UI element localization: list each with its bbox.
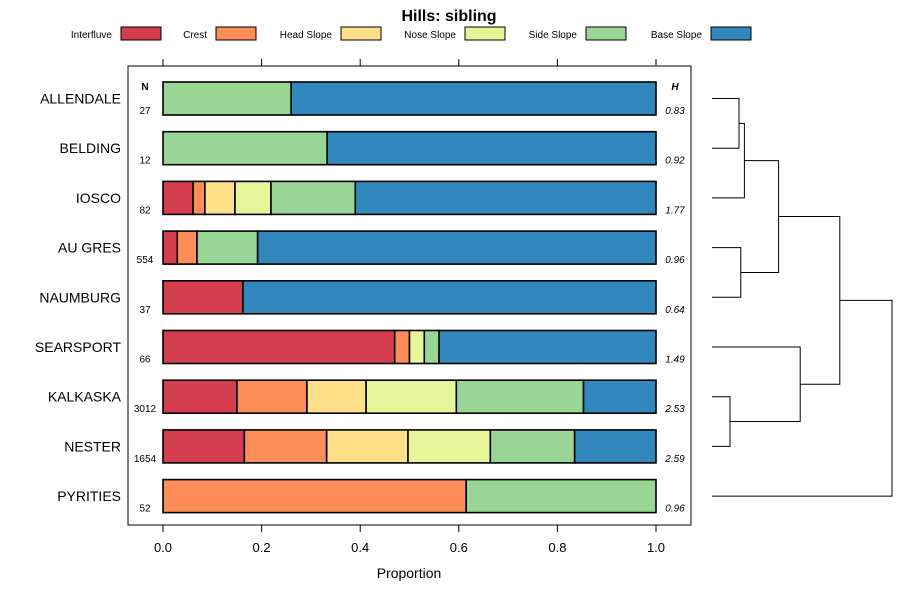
legend-swatch-side-slope xyxy=(585,26,627,41)
legend-label-base-slope: Base Slope xyxy=(651,30,703,41)
count-column-header: N xyxy=(141,82,148,93)
bar-segment-nester-crest xyxy=(243,429,328,464)
row-count-iosco: 82 xyxy=(139,205,151,216)
bar-segment-iosco-side-slope xyxy=(270,180,357,216)
dendrogram xyxy=(712,98,893,497)
bar-segment-au-gres-side-slope xyxy=(196,230,259,265)
row-label-kalkaska: KALKASKA xyxy=(48,389,122,405)
legend-label-interfluve: Interfluve xyxy=(71,30,113,41)
bar-segment-belding-side-slope xyxy=(162,130,328,166)
h-column-header: H xyxy=(671,82,679,93)
plot-frame xyxy=(127,65,692,526)
bar-segment-kalkaska-base-slope xyxy=(582,379,657,415)
bar-segment-iosco-interfluve xyxy=(162,180,194,216)
legend-label-nose-slope: Nose Slope xyxy=(404,30,456,41)
row-count-belding: 12 xyxy=(139,156,151,167)
bar-segment-searsport-crest xyxy=(393,329,411,365)
x-tick-label: 0.8 xyxy=(548,540,566,555)
bar-segment-iosco-head-slope xyxy=(204,180,236,216)
x-axis-label: Proportion xyxy=(377,565,442,581)
dendrogram-branch xyxy=(712,247,742,298)
bar-segment-nester-interfluve xyxy=(162,429,246,464)
row-h-iosco: 1.77 xyxy=(665,205,685,216)
bar-segment-iosco-base-slope xyxy=(354,180,657,216)
bar-segment-nester-head-slope xyxy=(325,429,409,464)
row-h-searsport: 1.49 xyxy=(665,355,685,366)
row-h-kalkaska: 2.53 xyxy=(664,404,685,415)
row-count-au-gres: 554 xyxy=(137,255,154,266)
x-tick-label: 0.6 xyxy=(450,540,468,555)
bar-segment-naumburg-base-slope xyxy=(242,279,657,315)
dendrogram-branch xyxy=(712,396,731,447)
bar-segment-nester-nose-slope xyxy=(407,429,492,464)
row-count-naumburg: 37 xyxy=(139,305,151,316)
row-label-au-gres: AU GRES xyxy=(58,240,121,256)
bar-segment-searsport-nose-slope xyxy=(408,329,426,365)
chart-title: Hills: sibling xyxy=(401,8,496,25)
x-tick-label: 0.0 xyxy=(154,540,172,555)
bar-segment-kalkaska-interfluve xyxy=(162,379,238,415)
bar-segment-searsport-base-slope xyxy=(438,329,657,365)
dendrogram-branch xyxy=(712,98,740,149)
row-label-naumburg: NAUMBURG xyxy=(39,289,121,305)
dendrogram-branch xyxy=(712,122,745,199)
legend-swatch-crest xyxy=(215,26,257,41)
legend-label-crest: Crest xyxy=(183,30,207,41)
row-h-naumburg: 0.64 xyxy=(665,305,685,316)
bar-segment-kalkaska-head-slope xyxy=(306,379,367,415)
x-axis: 0.0 0.2 0.4 0.6 0.8 1.0 xyxy=(154,59,665,555)
row-h-au-gres: 0.96 xyxy=(665,255,685,266)
row-h-pyrities: 0.96 xyxy=(665,504,685,515)
legend: Interfluve Crest Head Slope Nose Slope Side … xyxy=(71,26,752,41)
bar-segment-kalkaska-nose-slope xyxy=(365,379,458,415)
row-label-pyrities: PYRITIES xyxy=(57,488,121,504)
bar-segment-iosco-nose-slope xyxy=(234,180,272,216)
row-label-iosco: IOSCO xyxy=(76,190,121,206)
bar-segment-allendale-base-slope xyxy=(290,81,657,116)
bar-segment-iosco-crest xyxy=(192,180,206,216)
dendrogram-branch xyxy=(778,216,841,385)
dendrogram-branch xyxy=(712,299,893,497)
bar-segment-belding-base-slope xyxy=(326,130,657,166)
row-count-kalkaska: 3012 xyxy=(134,404,157,415)
legend-swatch-base-slope xyxy=(710,26,752,41)
row-count-nester: 1654 xyxy=(134,454,157,465)
bar-segment-au-gres-base-slope xyxy=(256,230,657,265)
bars: ALLENDALE 27 0.83 BELDING 12 0.92 IOSCO 82 1.77 A… xyxy=(35,81,685,515)
row-label-belding: BELDING xyxy=(60,140,121,156)
row-label-allendale: ALLENDALE xyxy=(40,91,121,107)
legend-swatch-nose-slope xyxy=(464,26,506,41)
bar-segment-allendale-side-slope xyxy=(162,81,292,116)
bar-segment-au-gres-crest xyxy=(176,230,198,265)
bar-segment-naumburg-interfluve xyxy=(162,279,244,315)
row-h-nester: 2.59 xyxy=(664,454,685,465)
row-label-searsport: SEARSPORT xyxy=(35,339,122,355)
x-tick-label: 0.4 xyxy=(351,540,369,555)
row-label-nester: NESTER xyxy=(64,438,121,454)
bar-segment-nester-side-slope xyxy=(489,429,576,464)
bar-segment-searsport-side-slope xyxy=(423,329,440,365)
row-h-belding: 0.92 xyxy=(665,156,685,167)
dendrogram-branch xyxy=(712,346,801,423)
row-count-pyrities: 52 xyxy=(139,504,151,515)
bar-segment-kalkaska-side-slope xyxy=(455,379,585,415)
legend-label-head-slope: Head Slope xyxy=(280,30,333,41)
row-h-allendale: 0.83 xyxy=(665,106,685,117)
legend-label-side-slope: Side Slope xyxy=(529,30,578,41)
bar-segment-pyrities-crest xyxy=(162,478,467,514)
x-tick-label: 0.2 xyxy=(253,540,271,555)
bar-segment-kalkaska-crest xyxy=(236,379,308,415)
row-count-allendale: 27 xyxy=(139,106,151,117)
bar-segment-searsport-interfluve xyxy=(162,329,396,365)
x-tick-label: 1.0 xyxy=(647,540,665,555)
legend-swatch-head-slope xyxy=(340,26,382,41)
bar-segment-au-gres-interfluve xyxy=(162,230,179,265)
dendrogram-branch xyxy=(740,160,780,273)
legend-swatch-interfluve xyxy=(120,26,162,41)
bar-segment-nester-base-slope xyxy=(573,429,657,464)
row-count-searsport: 66 xyxy=(139,355,151,366)
bar-segment-pyrities-side-slope xyxy=(465,478,657,514)
